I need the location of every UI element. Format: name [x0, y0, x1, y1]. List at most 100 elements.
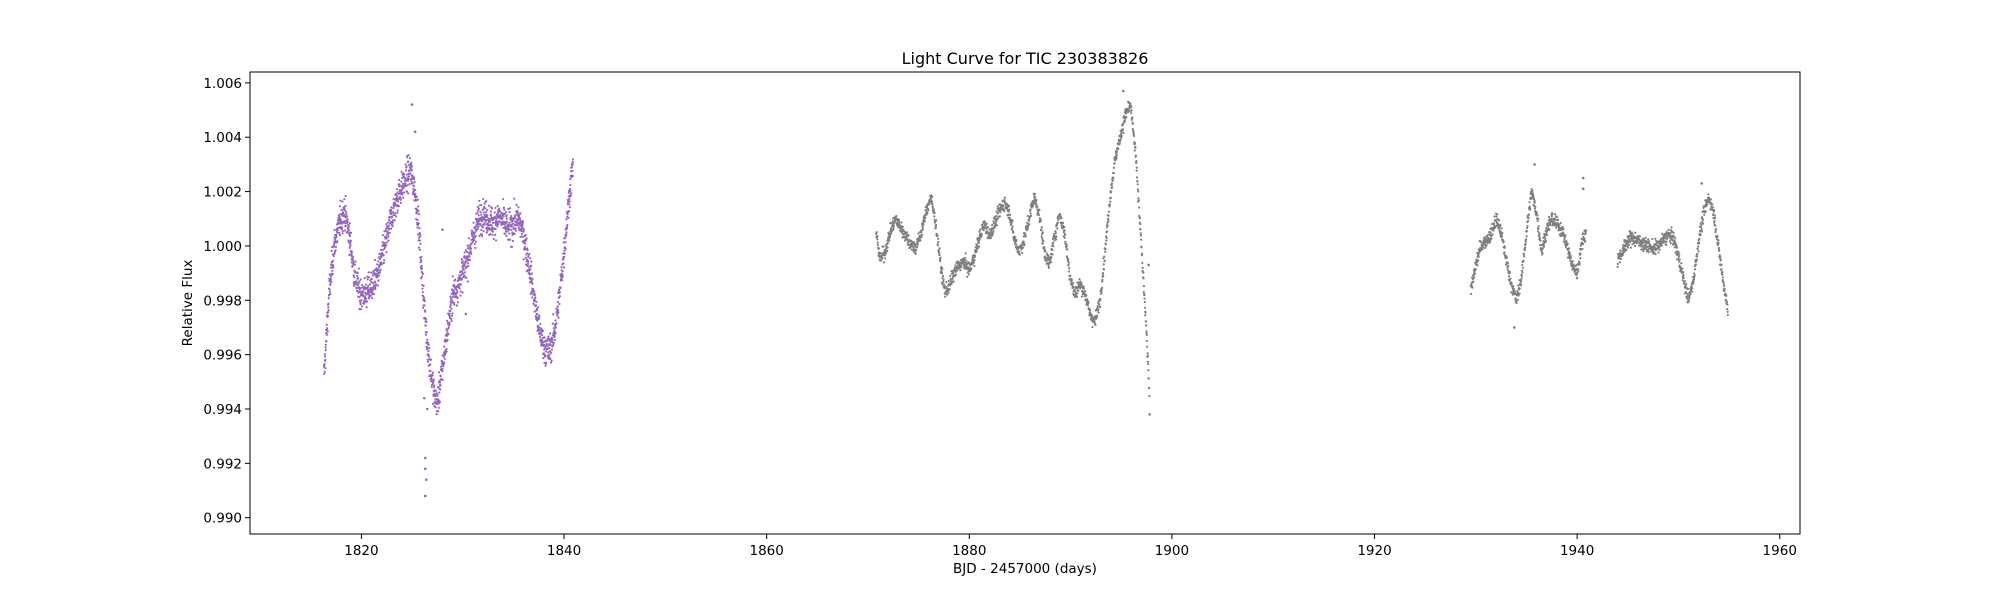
data-point	[508, 232, 511, 235]
data-point	[525, 237, 528, 240]
data-point	[1119, 132, 1123, 135]
data-point	[924, 208, 927, 212]
data-point	[934, 221, 937, 224]
data-point	[564, 247, 567, 251]
data-point	[563, 252, 566, 255]
data-point	[541, 339, 544, 342]
data-point	[1041, 231, 1045, 234]
data-point	[387, 219, 391, 222]
data-point	[1559, 221, 1562, 225]
data-point	[344, 204, 347, 208]
data-point	[1479, 240, 1482, 244]
data-point	[1067, 270, 1071, 273]
data-point	[1148, 387, 1151, 390]
data-point	[459, 283, 462, 286]
data-point	[514, 229, 517, 232]
data-point	[1499, 223, 1502, 226]
data-point	[426, 338, 429, 341]
data-point	[1123, 119, 1126, 122]
data-point	[432, 381, 435, 384]
data-point	[1041, 242, 1044, 245]
data-point	[1714, 230, 1717, 234]
data-point	[1489, 240, 1492, 243]
data-point	[920, 233, 924, 236]
data-point	[1657, 244, 1660, 247]
data-point	[895, 214, 898, 218]
data-point	[325, 323, 328, 326]
data-point	[564, 241, 567, 244]
data-point	[1722, 283, 1725, 286]
data-point	[569, 178, 572, 181]
data-point	[1503, 251, 1506, 254]
data-point	[967, 261, 971, 264]
data-point	[354, 260, 357, 263]
data-point	[540, 333, 544, 337]
data-point	[1104, 248, 1107, 251]
data-point	[1693, 272, 1696, 275]
data-point	[1073, 288, 1076, 291]
data-point	[367, 276, 371, 279]
data-point	[1572, 263, 1575, 266]
data-point	[1082, 285, 1085, 288]
data-point	[481, 234, 484, 238]
data-point	[569, 195, 572, 198]
data-point	[326, 330, 329, 333]
data-point	[1476, 259, 1480, 262]
data-point	[1616, 265, 1619, 268]
data-point	[1012, 231, 1015, 234]
data-point	[465, 260, 468, 263]
data-point	[328, 273, 331, 276]
data-point	[1518, 287, 1521, 290]
data-point	[1087, 301, 1090, 305]
data-point	[451, 312, 454, 315]
data-point	[409, 172, 412, 175]
data-point	[1681, 279, 1684, 282]
data-point	[382, 248, 385, 251]
data-point	[1579, 252, 1582, 255]
outlier-point	[425, 407, 429, 411]
data-point	[333, 236, 336, 239]
data-point	[348, 253, 351, 257]
outlier-point	[1513, 326, 1516, 329]
data-point	[1582, 242, 1585, 246]
data-point	[383, 241, 386, 245]
data-point	[395, 215, 398, 218]
data-point	[350, 253, 353, 256]
data-point	[1511, 293, 1514, 296]
data-point	[420, 255, 423, 259]
data-point	[1066, 255, 1069, 258]
data-point	[412, 189, 415, 193]
data-point	[876, 238, 879, 241]
data-point	[1706, 203, 1709, 206]
data-point	[1701, 220, 1704, 223]
data-point	[558, 302, 561, 306]
data-point	[534, 310, 537, 313]
y-tick-label: 0.992	[203, 456, 242, 472]
data-point	[1077, 289, 1080, 292]
data-point	[1520, 269, 1524, 272]
data-point	[905, 232, 908, 235]
data-point	[951, 277, 954, 280]
data-point	[1492, 222, 1496, 225]
data-point	[1490, 222, 1494, 226]
data-point	[393, 213, 396, 217]
data-point	[359, 303, 362, 306]
data-point	[365, 300, 369, 303]
data-point	[351, 258, 354, 261]
data-point	[876, 243, 880, 246]
data-point	[954, 264, 957, 267]
data-point	[529, 277, 533, 280]
data-point	[417, 246, 421, 249]
data-point	[1008, 213, 1012, 216]
data-point	[1103, 255, 1106, 258]
data-point	[435, 412, 438, 416]
data-point	[427, 349, 430, 353]
data-point	[1513, 289, 1516, 292]
data-point	[371, 289, 374, 292]
data-point	[485, 231, 488, 234]
data-point	[1018, 253, 1021, 256]
data-point	[526, 252, 529, 255]
data-point	[1047, 264, 1050, 268]
data-point	[341, 200, 344, 203]
data-point	[1018, 251, 1021, 254]
